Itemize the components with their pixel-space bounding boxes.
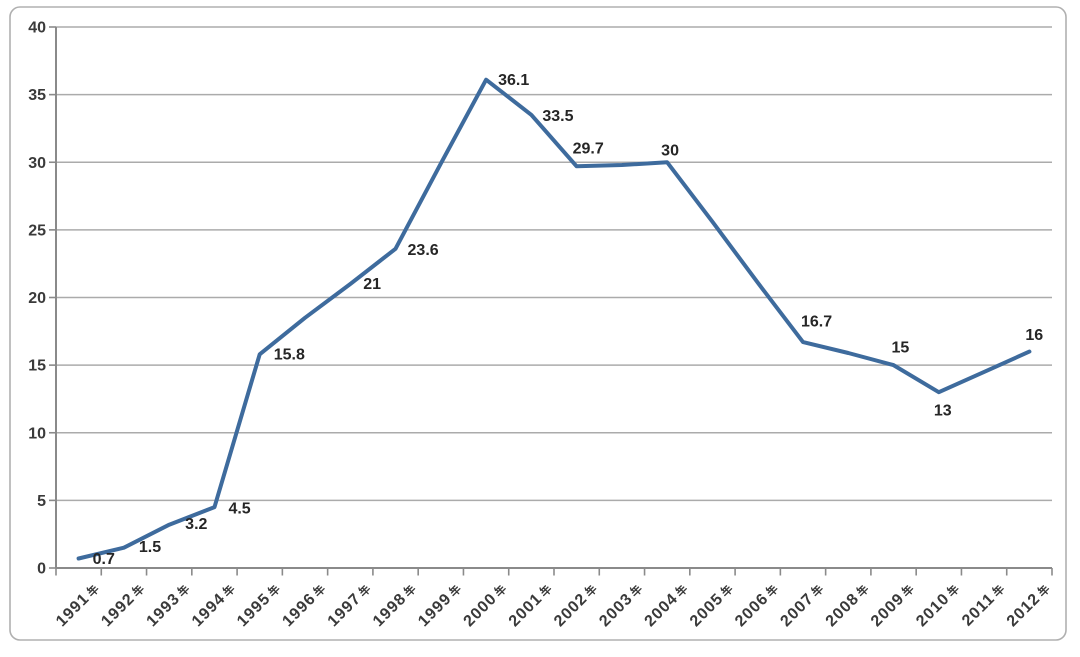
cjk-year-suffix-glyph — [1037, 585, 1050, 597]
cjk-year-suffix-strokes — [901, 585, 914, 597]
y-axis-tick-label: 5 — [37, 493, 46, 510]
cjk-year-suffix-glyph — [765, 585, 778, 597]
cjk-year-suffix-glyph — [946, 585, 959, 597]
data-label: 33.5 — [542, 108, 573, 125]
cjk-year-suffix-strokes — [86, 585, 99, 597]
data-label: 23.6 — [408, 242, 439, 259]
cjk-year-suffix-glyph — [856, 585, 869, 597]
data-label: 1.5 — [139, 539, 161, 556]
cjk-year-suffix-strokes — [448, 585, 461, 597]
x-axis-ticks-group — [55, 568, 1053, 576]
cjk-year-suffix-glyph — [358, 585, 371, 597]
cjk-year-suffix-glyph — [403, 585, 416, 597]
cjk-year-suffix-strokes — [584, 585, 597, 597]
cjk-year-suffix-glyph — [131, 585, 144, 597]
cjk-year-suffix-strokes — [403, 585, 416, 597]
cjk-year-suffix-strokes — [856, 585, 869, 597]
data-label: 15.8 — [274, 347, 305, 364]
cjk-year-suffix-strokes — [810, 585, 823, 597]
y-axis-labels-group: 0 5 10 15 20 25 30 35 40 — [28, 20, 46, 578]
y-axis-tick-label: 30 — [28, 155, 46, 172]
y-axis-tick-label: 0 — [37, 561, 46, 578]
y-axis-tick-label: 40 — [28, 20, 46, 37]
cjk-year-suffix-strokes — [946, 585, 959, 597]
data-label: 15 — [892, 339, 910, 356]
cjk-year-suffix-strokes — [312, 585, 325, 597]
cjk-year-suffix-strokes — [765, 585, 778, 597]
cjk-year-suffix-glyph — [992, 585, 1004, 597]
cjk-year-suffix-glyph — [629, 585, 642, 597]
data-label: 21 — [363, 276, 381, 293]
cjk-year-suffix-glyph — [86, 585, 99, 597]
cjk-year-suffix-strokes — [629, 585, 642, 597]
cjk-year-suffix-glyph — [584, 585, 597, 597]
cjk-year-suffix-glyph — [675, 585, 687, 597]
data-label: 0.7 — [93, 551, 115, 568]
data-label: 4.5 — [228, 500, 250, 517]
cjk-year-suffix-strokes — [222, 585, 235, 597]
cjk-year-suffix-strokes — [539, 585, 552, 597]
cjk-year-suffix-glyph — [720, 585, 733, 597]
y-axis-tick-label: 20 — [28, 290, 46, 307]
y-axis-ticks-group — [49, 26, 56, 569]
cjk-year-suffix-strokes — [131, 585, 144, 597]
cjk-year-suffix-glyph — [177, 585, 189, 597]
cjk-year-suffix-glyph — [312, 585, 325, 597]
cjk-year-suffix-strokes — [675, 585, 687, 597]
data-label: 36.1 — [498, 72, 529, 89]
data-labels-group: 0.7 1.5 3.2 4.5 15.8 21 23.6 36.1 33.529.7 30 16.7… — [93, 72, 1044, 568]
series-line — [76, 77, 1032, 561]
data-label: 16 — [1025, 327, 1043, 344]
gridlines-group — [56, 26, 1052, 569]
cjk-year-suffix-glyph — [448, 585, 461, 597]
data-label: 13 — [934, 402, 952, 419]
y-axis-tick-label: 35 — [28, 87, 46, 104]
y-axis-tick-label: 25 — [28, 222, 46, 239]
cjk-year-suffix-strokes — [992, 585, 1004, 597]
y-axis-tick-label: 10 — [28, 425, 46, 442]
cjk-year-suffix-strokes — [177, 585, 189, 597]
cjk-year-suffix-glyph — [494, 585, 506, 597]
cjk-year-suffix-strokes — [358, 585, 371, 597]
cjk-year-suffix-glyph — [901, 585, 914, 597]
cjk-year-suffix-strokes — [1037, 585, 1050, 597]
cjk-year-suffix-glyph — [267, 585, 280, 597]
cjk-year-suffix-strokes — [267, 585, 280, 597]
data-label: 29.7 — [573, 141, 604, 158]
cjk-year-suffix-strokes — [720, 585, 733, 597]
chart-frame — [9, 6, 1067, 641]
data-label: 3.2 — [185, 516, 207, 533]
y-axis-tick-label: 15 — [28, 358, 46, 375]
cjk-year-suffix-strokes — [494, 585, 506, 597]
data-label: 30 — [661, 142, 679, 159]
cjk-year-suffix-glyph — [539, 585, 552, 597]
cjk-year-suffix-glyph — [222, 585, 235, 597]
data-label: 16.7 — [801, 313, 832, 330]
cjk-year-suffix-glyph — [810, 585, 823, 597]
